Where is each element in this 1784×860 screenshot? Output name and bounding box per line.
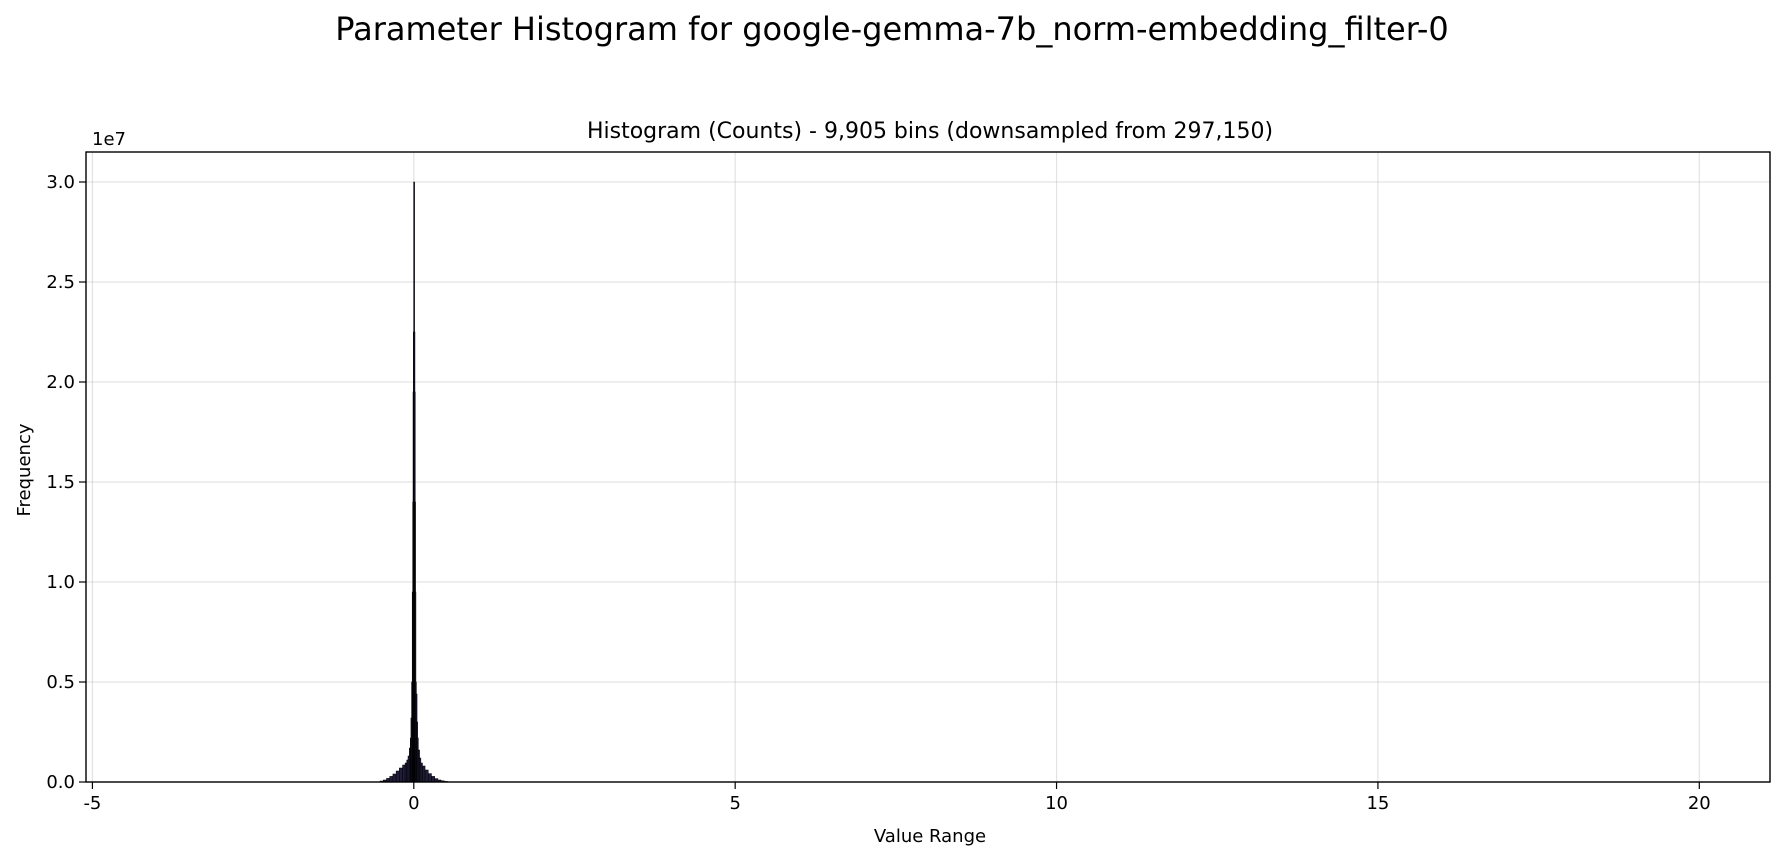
x-tick-label: -5 <box>83 793 101 814</box>
y-axis-label: Frequency <box>14 423 35 516</box>
y-tick-label: 1.0 <box>46 572 75 593</box>
chart-title: Histogram (Counts) - 9,905 bins (downsam… <box>587 119 1273 144</box>
y-axis-ticks: 0.0 0.5 1.0 1.5 2.0 2.5 3.0 <box>46 172 86 793</box>
x-axis-ticks: -5 0 5 10 15 20 <box>83 782 1711 814</box>
histogram-bar <box>428 773 432 783</box>
x-tick-label: 5 <box>729 793 740 814</box>
histogram-bar <box>399 767 403 783</box>
figure-suptitle: Parameter Histogram for google-gemma-7b_… <box>335 10 1449 48</box>
y-tick-label: 1.5 <box>46 472 75 493</box>
x-tick-label: 15 <box>1366 793 1389 814</box>
y-tick-label: 2.0 <box>46 372 75 393</box>
grid-lines <box>86 152 1770 783</box>
histogram-bar <box>424 769 429 783</box>
y-tick-label: 3.0 <box>46 172 75 193</box>
y-tick-label: 2.5 <box>46 272 75 293</box>
x-tick-label: 20 <box>1688 793 1711 814</box>
histogram-bar <box>389 776 394 783</box>
plot-frame <box>85 151 1771 783</box>
x-tick-label: 0 <box>408 793 419 814</box>
x-axis-label: Value Range <box>874 826 986 847</box>
x-tick-label: 10 <box>1045 793 1068 814</box>
histogram-bar <box>431 776 435 783</box>
y-axis-offset-label: 1e7 <box>92 129 126 150</box>
histogram-bar <box>395 770 400 783</box>
y-tick-label: 0.5 <box>46 672 75 693</box>
histogram-bar <box>422 765 426 783</box>
histogram-bar <box>392 773 397 783</box>
histogram-bar <box>402 764 406 783</box>
y-tick-label: 0.0 <box>46 772 75 793</box>
